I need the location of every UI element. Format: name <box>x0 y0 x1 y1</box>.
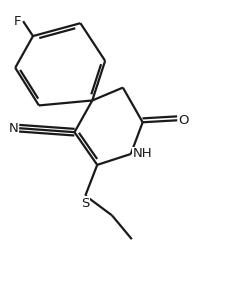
Text: N: N <box>8 122 18 135</box>
Text: F: F <box>13 15 21 28</box>
Text: NH: NH <box>133 147 152 161</box>
Text: S: S <box>81 197 89 210</box>
Text: O: O <box>178 114 188 127</box>
